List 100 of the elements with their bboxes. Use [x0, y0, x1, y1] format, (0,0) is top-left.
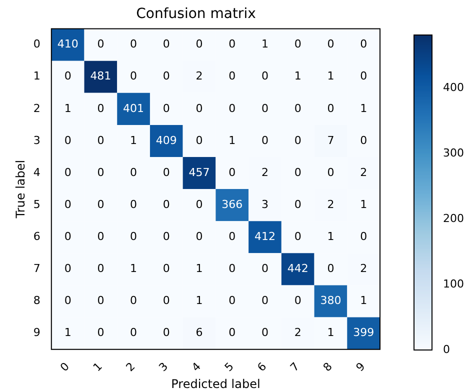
data-label: 409	[156, 134, 177, 147]
data-label: 2	[261, 166, 268, 179]
data-label: 3	[261, 198, 268, 211]
y-tick-label: 7	[33, 262, 40, 276]
data-label: 0	[360, 38, 368, 51]
data-label: 1	[228, 134, 236, 147]
y-tick-label: 5	[33, 198, 40, 211]
data-label: 0	[228, 262, 236, 276]
data-label: 1	[261, 38, 268, 51]
x-tick-label: 1	[90, 360, 105, 374]
data-label: 0	[130, 294, 138, 308]
data-label: 0	[228, 326, 236, 340]
data-label: 0	[64, 70, 72, 83]
x-tick-label: 7	[288, 360, 302, 374]
data-label: 0	[162, 230, 170, 243]
x-tick-label: 0	[58, 360, 72, 374]
data-label: 0	[360, 134, 368, 147]
data-label: 7	[327, 134, 334, 147]
data-label: 0	[97, 326, 104, 340]
data-label: 0	[64, 262, 72, 276]
data-label: 366	[222, 198, 243, 211]
data-label: 0	[64, 294, 72, 308]
data-label: 0	[162, 70, 170, 83]
data-label: 0	[294, 38, 302, 51]
data-label: 0	[261, 294, 268, 308]
data-label: 0	[294, 102, 302, 115]
data-label: 0	[228, 38, 236, 51]
data-label: 0	[97, 262, 104, 276]
data-label: 0	[162, 166, 170, 179]
data-label: 401	[123, 102, 144, 115]
data-label: 0	[130, 38, 138, 51]
data-label: 0	[294, 134, 302, 147]
x-tick-label: 5	[222, 360, 236, 374]
data-label: 0	[327, 38, 334, 51]
data-label: 2	[294, 326, 302, 340]
data-label: 1	[130, 262, 138, 276]
data-label: 1	[360, 198, 368, 211]
y-tick-label: 0	[33, 38, 40, 51]
data-label: 2	[327, 198, 334, 211]
data-label: 0	[360, 70, 368, 83]
data-label: 2	[360, 262, 368, 276]
color-bar-label: 300	[443, 146, 464, 160]
data-label: 0	[360, 230, 368, 243]
data-label: 0	[64, 198, 72, 211]
data-label: 0	[228, 70, 236, 83]
data-label: 1	[360, 102, 368, 115]
data-label: 0	[97, 166, 104, 179]
data-label: 0	[130, 326, 138, 340]
data-label: 0	[261, 102, 268, 115]
data-label: 0	[97, 38, 104, 51]
data-label: 457	[188, 166, 210, 179]
y-tick-label: 6	[33, 230, 40, 243]
color-bar-label: 400	[443, 80, 464, 94]
x-tick-label: 2	[124, 360, 138, 374]
data-label: 0	[162, 326, 170, 340]
data-label: 0	[228, 294, 236, 308]
x-tick-label: 8	[320, 360, 335, 374]
data-label: 1	[327, 326, 334, 340]
x-tick-label: 6	[254, 360, 270, 374]
x-tick-label: 4	[189, 360, 204, 374]
data-label: 0	[97, 294, 104, 308]
data-label: 442	[287, 262, 308, 276]
data-label: 410	[57, 38, 78, 51]
data-label: 412	[254, 230, 276, 243]
data-label: 0	[327, 262, 334, 276]
data-label: 399	[353, 326, 374, 340]
color-bar-label: 200	[443, 212, 464, 225]
data-label: 0	[97, 230, 104, 243]
x-tick-label: 9	[354, 360, 368, 374]
data-label: 1	[327, 230, 334, 243]
data-label: 0	[261, 326, 268, 340]
data-label: 0	[162, 294, 170, 308]
y-tick-label: 2	[33, 102, 40, 115]
data-label: 0	[196, 198, 203, 211]
data-label: 0	[162, 262, 170, 276]
data-label: 0	[130, 230, 138, 243]
data-label: 2	[360, 166, 368, 179]
data-label: 481	[90, 70, 112, 83]
y-tick-label: 8	[33, 294, 40, 308]
data-label: 380	[320, 294, 342, 308]
data-label: 0	[261, 134, 268, 147]
data-label: 0	[130, 70, 138, 83]
data-label: 0	[196, 102, 203, 115]
chart-title: Confusion matrix	[136, 6, 256, 22]
data-label: 0	[64, 134, 72, 147]
data-label: 0	[261, 262, 268, 276]
y-axis-title: True label	[13, 160, 28, 220]
data-label: 0	[261, 70, 268, 83]
data-label: 2	[196, 70, 203, 83]
data-label: 0	[294, 198, 302, 211]
data-label: 0	[130, 166, 138, 179]
y-tick-label: 4	[33, 166, 40, 179]
color-bar-label: 0	[443, 342, 450, 356]
data-label: 0	[228, 102, 236, 115]
y-tick-label: 1	[33, 70, 40, 83]
data-label: 0	[294, 166, 302, 179]
data-label: 1	[196, 262, 203, 276]
data-label: 0	[294, 230, 302, 243]
data-label: 0	[64, 230, 72, 243]
data-label: 0	[196, 230, 203, 243]
